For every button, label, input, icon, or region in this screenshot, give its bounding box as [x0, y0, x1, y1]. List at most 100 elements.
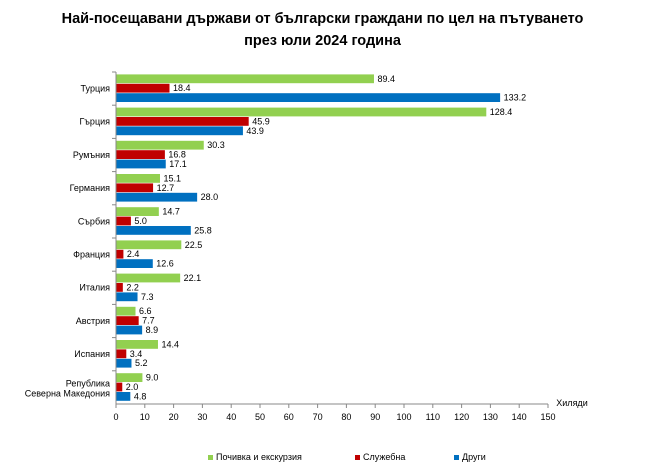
- category-label: Италия: [79, 283, 110, 293]
- data-label-0-5: 22.5: [185, 240, 203, 250]
- category-label: Испания: [74, 349, 110, 359]
- data-label-0-6: 22.1: [184, 273, 202, 283]
- bar-0-4: [116, 207, 159, 216]
- data-label-1-1: 45.9: [252, 116, 270, 126]
- data-label-2-6: 7.3: [141, 292, 154, 302]
- bar-0-7: [116, 306, 136, 316]
- category-label: Франция: [73, 250, 110, 260]
- category-label: Румъния: [73, 150, 110, 160]
- data-label-0-3: 15.1: [163, 173, 181, 183]
- data-label-0-1: 128.4: [490, 107, 513, 117]
- bar-1-4: [116, 216, 131, 226]
- x-tick-label: 50: [255, 412, 265, 422]
- chart-title: Най-посещавани държави от български граж…: [0, 8, 645, 52]
- bar-2-1: [116, 126, 243, 136]
- data-label-1-0: 18.4: [173, 83, 191, 93]
- bar-1-2: [116, 150, 165, 159]
- data-label-1-7: 7.7: [142, 316, 155, 326]
- data-label-0-4: 14.7: [162, 207, 180, 217]
- bar-2-6: [116, 292, 138, 302]
- data-label-2-3: 28.0: [201, 192, 219, 202]
- bar-2-9: [116, 392, 131, 401]
- x-tick-label: 150: [540, 412, 555, 422]
- legend-item: Други: [454, 452, 486, 462]
- x-tick-label: 100: [396, 412, 411, 422]
- data-label-1-9: 2.0: [126, 382, 139, 392]
- x-tick-label: 130: [483, 412, 498, 422]
- bar-1-5: [116, 249, 124, 259]
- legend-swatch: [454, 454, 459, 460]
- x-tick-label: 40: [226, 412, 236, 422]
- legend-item: Почивка и екскурзия: [208, 452, 302, 462]
- data-label-1-2: 16.8: [168, 150, 186, 160]
- data-label-1-4: 5.0: [134, 216, 147, 226]
- x-tick-label: 80: [341, 412, 351, 422]
- data-label-2-4: 25.8: [194, 225, 212, 235]
- bar-0-3: [116, 174, 160, 183]
- legend-item: Служебна: [355, 452, 405, 462]
- bar-1-1: [116, 117, 249, 126]
- category-label-line: Северна Македония: [25, 388, 110, 398]
- bar-2-4: [116, 226, 191, 235]
- bar-1-8: [116, 349, 127, 359]
- data-label-2-7: 8.9: [146, 325, 159, 335]
- bar-1-9: [116, 382, 123, 392]
- x-tick-label: 90: [370, 412, 380, 422]
- bar-0-9: [116, 373, 143, 382]
- x-tick-label: 30: [197, 412, 207, 422]
- chart-title-line-2: през юли 2024 година: [244, 33, 401, 49]
- data-label-1-6: 2.2: [126, 282, 139, 292]
- category-label-line: Република: [66, 378, 110, 388]
- bar-0-8: [116, 340, 158, 349]
- data-label-0-2: 30.3: [207, 140, 225, 150]
- x-tick-label: 110: [426, 412, 440, 422]
- bar-1-0: [116, 83, 170, 93]
- bar-1-6: [116, 283, 123, 292]
- bar-0-5: [116, 240, 182, 250]
- bar-0-0: [116, 74, 374, 84]
- data-label-1-3: 12.7: [157, 183, 175, 193]
- bar-2-5: [116, 259, 153, 268]
- bar-2-8: [116, 358, 132, 368]
- data-label-2-1: 43.9: [246, 126, 264, 136]
- data-label-2-8: 5.2: [135, 358, 148, 368]
- bar-2-7: [116, 325, 143, 335]
- data-label-1-8: 3.4: [130, 349, 143, 359]
- bar-1-7: [116, 316, 139, 325]
- data-label-1-5: 2.4: [127, 249, 140, 259]
- x-tick-label: 140: [512, 412, 527, 422]
- category-label: Гърция: [79, 117, 110, 127]
- x-tick-label: 70: [313, 412, 323, 422]
- bar-2-3: [116, 192, 198, 202]
- x-tick-label: 10: [140, 412, 150, 422]
- bar-1-3: [116, 183, 154, 193]
- data-label-0-9: 9.0: [146, 373, 159, 383]
- data-label-0-7: 6.6: [139, 306, 152, 316]
- data-label-2-9: 4.8: [134, 391, 147, 401]
- chart-title-line-1: Най-посещавани държави от български граж…: [61, 11, 584, 27]
- data-label-2-2: 17.1: [169, 159, 187, 169]
- bar-2-2: [116, 159, 166, 169]
- x-tick-label: 0: [113, 412, 118, 422]
- x-tick-label: 60: [284, 412, 294, 422]
- legend-label: Служебна: [363, 452, 406, 462]
- legend-swatch: [208, 454, 213, 460]
- category-label: Сърбия: [78, 216, 110, 226]
- legend-label: Други: [462, 452, 486, 462]
- category-label: Турция: [81, 84, 111, 94]
- x-tick-label: 20: [169, 412, 179, 422]
- x-axis-unit-label: Хиляди: [556, 398, 587, 408]
- data-label-2-0: 133.2: [504, 93, 527, 103]
- legend-swatch: [355, 454, 360, 460]
- bar-0-2: [116, 140, 204, 150]
- x-tick-label: 120: [454, 412, 469, 422]
- bar-2-0: [116, 93, 501, 102]
- bar-0-6: [116, 273, 181, 283]
- legend-label: Почивка и екскурзия: [216, 452, 302, 462]
- bar-0-1: [116, 107, 487, 117]
- category-label: Германия: [70, 183, 110, 193]
- data-label-2-5: 12.6: [156, 259, 174, 269]
- category-label: Австрия: [76, 316, 110, 326]
- data-label-0-8: 14.4: [161, 339, 179, 349]
